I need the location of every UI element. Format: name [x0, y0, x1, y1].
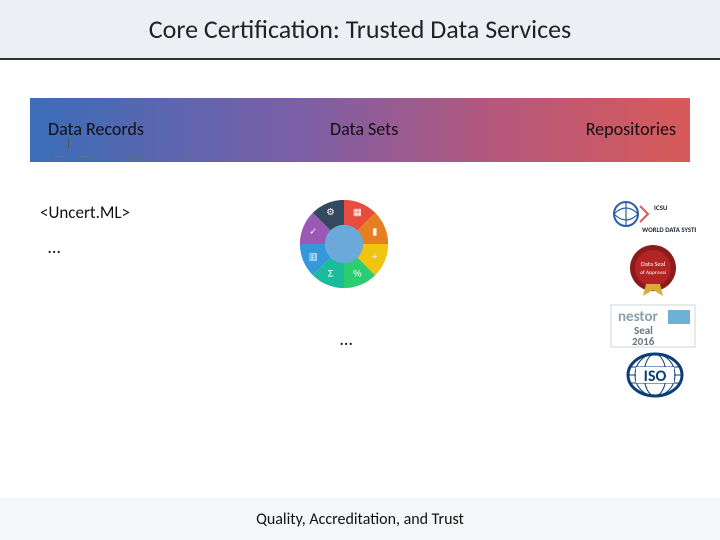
svg-text:▦: ▦ — [353, 207, 362, 218]
dsa-label1: Data Seal — [641, 260, 666, 268]
svg-text:▥: ▥ — [309, 251, 318, 262]
uncertml-label: <Uncert.ML> — [40, 202, 130, 223]
dsa-label2: of Approval — [640, 270, 666, 276]
logo-iso: ISO — [626, 352, 684, 398]
nestor-sub2: 2016 — [632, 335, 655, 348]
segmented-wheel-icon: ▦ ▮ + % Σ ▥ ✓ ⚙ — [296, 196, 392, 292]
svg-text:✓: ✓ — [309, 226, 317, 237]
title-bar: Core Certification: Trusted Data Service… — [0, 0, 720, 60]
slide: Core Certification: Trusted Data Service… — [0, 0, 720, 540]
svg-text:⚙: ⚙ — [326, 207, 335, 218]
wds-line1: ICSU — [654, 203, 668, 212]
logo-nestor-seal: nestor Seal 2016 — [610, 304, 696, 348]
logo-data-seal-approval: Data Seal of Approval — [626, 244, 680, 298]
decor-dash-bot: — — — — — — — [54, 150, 199, 164]
band-label-repositories: Repositories — [586, 118, 676, 140]
svg-text:+: + — [372, 251, 378, 262]
band-label-records: Data Records — [48, 118, 144, 140]
ellipsis-left: … — [48, 236, 60, 258]
band-label-datasets: Data Sets — [330, 118, 398, 140]
svg-text:%: % — [353, 269, 362, 280]
footer-text: Quality, Accreditation, and Trust — [256, 510, 464, 529]
footer-bar: Quality, Accreditation, and Trust — [0, 498, 720, 540]
iso-label: ISO — [644, 367, 667, 386]
logo-world-data-system: ICSU WORLD DATA SYSTEM — [610, 196, 696, 238]
ellipsis-mid: … — [340, 328, 352, 350]
decor-tick — [68, 138, 69, 148]
page-title: Core Certification: Trusted Data Service… — [149, 13, 571, 45]
svg-text:Σ: Σ — [328, 269, 334, 280]
wds-line2: WORLD DATA SYSTEM — [642, 226, 696, 234]
svg-text:▮: ▮ — [372, 226, 377, 237]
